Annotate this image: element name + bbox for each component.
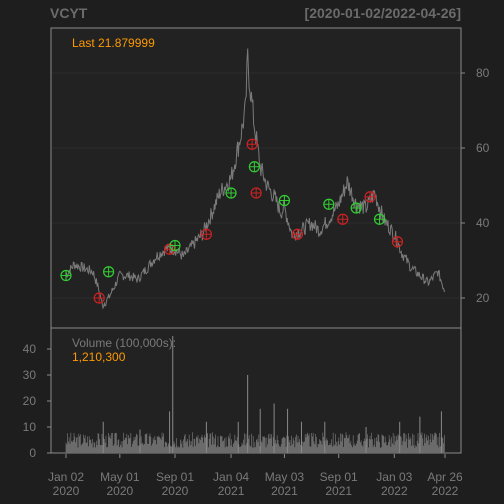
price-tick-label: 80 [476,66,490,80]
buy-signal-marker [225,187,237,199]
sell-signal-marker [291,228,304,240]
date-tick-year: 2021 [271,484,298,498]
volume-tick-label: 40 [23,342,37,356]
buy-signal-marker [350,202,362,214]
buy-signal-marker [103,266,115,278]
buy-signal-marker [169,239,181,252]
price-axis: 20 40 60 80 [461,66,490,305]
date-tick-label: Apr 26 [427,470,463,484]
volume-last-value: 1,210,300 [72,350,126,364]
volume-axis: 0 10 20 30 40 [23,342,51,460]
buy-signal-marker [278,194,291,207]
date-tick-year: 2021 [218,484,245,498]
volume-title: Volume (100,000s): [72,336,176,350]
signal-markers [60,138,404,304]
price-tick-label: 60 [476,141,490,155]
sell-signal-marker [391,236,404,248]
ticker-title: VCYT [50,5,88,21]
sell-signal-marker [93,292,105,304]
date-tick-year: 2020 [162,484,189,498]
date-tick-year: 2022 [381,484,408,498]
buy-signal-marker [60,269,72,282]
date-tick-label: Jan 04 [213,470,249,484]
date-tick-label: Sep 01 [320,470,358,484]
date-tick-year: 2020 [53,484,80,498]
volume-tick-label: 30 [23,368,37,382]
date-tick-label: May 01 [100,470,140,484]
price-tick-label: 20 [476,291,490,305]
date-tick-year: 2022 [432,484,459,498]
sell-signal-marker [337,213,349,225]
date-tick-year: 2020 [106,484,133,498]
volume-tick-label: 10 [23,420,37,434]
date-tick-year: 2021 [325,484,352,498]
volume-bars [65,336,445,453]
date-tick-label: Jan 03 [376,470,412,484]
date-tick-label: Sep 01 [156,470,194,484]
sell-signal-marker [200,228,212,240]
buy-signal-marker [323,198,335,210]
volume-bar-field [65,432,445,453]
price-tick-label: 40 [476,216,490,230]
last-price-label: Last 21.879999 [72,36,155,50]
volume-tick-label: 0 [29,446,36,460]
date-tick-label: Jan 02 [48,470,84,484]
volume-panel [50,327,462,454]
sell-signal-marker [250,187,262,199]
buy-signal-marker [373,213,386,225]
date-tick-label: May 03 [265,470,305,484]
sell-signal-marker [364,191,376,203]
volume-tick-label: 20 [23,394,37,408]
date-range-label: [2020-01-02/2022-04-26] [304,5,461,21]
price-panel [50,27,462,329]
buy-signal-marker [248,161,260,173]
sell-signal-marker [246,138,258,150]
